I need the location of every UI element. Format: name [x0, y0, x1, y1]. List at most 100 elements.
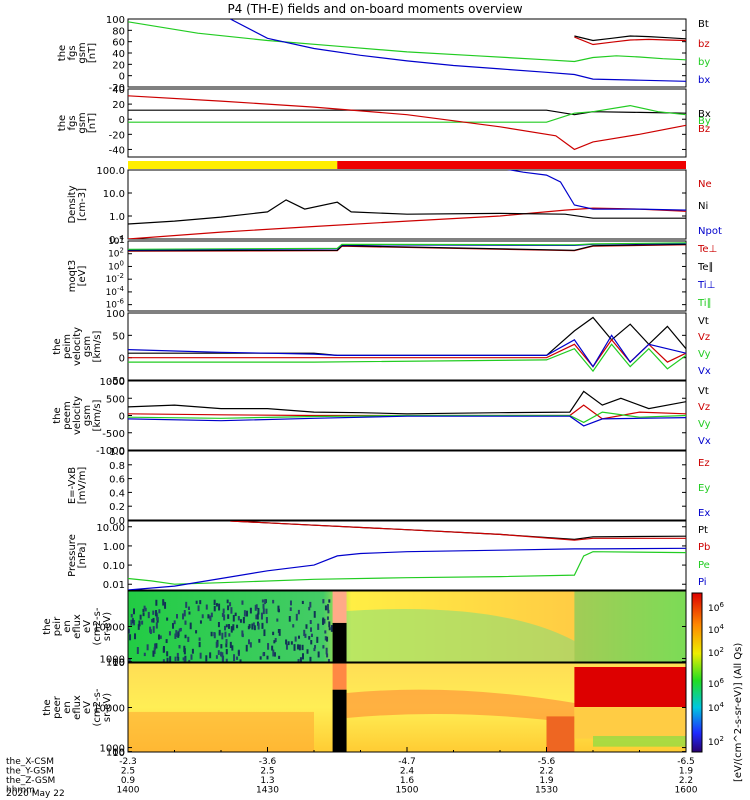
spectrogram-region: [574, 707, 686, 739]
spectrogram-pixel: [271, 645, 274, 651]
spectrogram-pixel: [260, 612, 263, 620]
spectrogram-pixel: [308, 636, 311, 640]
spectrogram-pixel: [162, 645, 165, 652]
y-tick-label: 0.0: [109, 516, 125, 527]
spectrogram-pixel: [253, 625, 256, 631]
panel-mode-bar: [128, 161, 686, 169]
ephemeris-value: 0.9: [121, 776, 136, 786]
spectrogram-pixel: [225, 639, 228, 645]
spectrogram-pixel: [176, 652, 179, 658]
y-tick-label: 0.4: [109, 488, 125, 499]
spectrogram-pixel: [172, 623, 175, 629]
series-vt-line: [128, 316, 686, 356]
mode-segment: [128, 161, 338, 169]
legend-ti: Ti⊥: [697, 280, 715, 291]
panel-frame: [127, 240, 687, 312]
spectrogram-pixel: [289, 600, 292, 606]
colorbar-tick-5: 104: [708, 701, 724, 714]
spectrogram-pixel: [322, 599, 325, 604]
spectrogram-pixel: [188, 611, 191, 615]
panel-peem-velocity: 1000 500 0 -500 -1000 thepeemvelocitygsm[km/s…: [52, 377, 711, 457]
spectrogram-pixel: [236, 656, 239, 660]
spectrogram-pixel: [325, 647, 328, 655]
y-tick-label: 500: [106, 394, 125, 405]
spectrogram-pixel: [205, 604, 208, 610]
spectrogram-pixel: [232, 615, 235, 622]
panel-efield: 1.0 0.8 0.6 0.4 0.2 0.0 E=-VxB[mV/m] Ez Ey Ex: [67, 447, 710, 527]
spectrogram-pixel: [205, 655, 208, 662]
panel-pressure: 10.00 1.00 0.10 0.01 Pressure[nPa] Pt Pb Pe Pi: [67, 520, 710, 591]
spectrogram-pixel: [185, 601, 188, 608]
spectrogram-pixel: [293, 644, 296, 651]
series-vt-line: [128, 390, 686, 415]
spectrogram-pixel: [220, 651, 223, 657]
spectrogram-pixel: [265, 617, 268, 624]
spectrogram-pixel: [229, 641, 232, 649]
y-tick-label: 0.01: [103, 580, 125, 591]
spectrogram-pixel: [285, 639, 288, 645]
spectrogram-pixel: [310, 627, 313, 632]
spectrogram-region: [593, 735, 686, 747]
spectrogram-pixel: [313, 647, 316, 652]
legend-bx: bx: [698, 75, 710, 86]
spectrogram-region: [574, 591, 686, 662]
legend-pe: Pe: [698, 560, 710, 571]
spectrogram-pixel: [252, 622, 255, 626]
spectrogram-pixel: [262, 652, 265, 657]
spectrogram-pixel: [267, 643, 270, 650]
spectrogram-pixel: [326, 616, 329, 620]
spectrogram-pixel: [261, 622, 264, 629]
y-tick-label: 10.0: [103, 189, 125, 200]
spectrogram-colorbar: 106 104 102 106 104 102 [eV/(cm^2-s-sr-e…: [691, 592, 744, 782]
spectrogram-pixel: [132, 619, 135, 624]
spectrogram-pixel: [218, 632, 221, 636]
spectrogram-pixel: [317, 651, 320, 658]
legend-ey: Ey: [698, 483, 710, 494]
spectrogram-pixel: [138, 620, 141, 625]
colorbar-tick-4: 106: [708, 677, 724, 690]
spectrogram-pixel: [139, 614, 142, 620]
spectrogram-pixel: [243, 610, 246, 617]
legend-bz: Bz: [698, 124, 710, 135]
series-pi-line: [128, 547, 686, 590]
spectrogram-pixel: [158, 609, 161, 614]
spectrogram-pixel: [182, 657, 185, 661]
legend-bz: bz: [698, 39, 710, 50]
spectrogram-pixel: [142, 608, 145, 613]
legend-vy: Vy: [698, 349, 711, 360]
y-tick-label: 1000: [100, 377, 125, 388]
spectrogram-pixel: [265, 608, 268, 614]
ephemeris-value: -5.6: [538, 757, 556, 767]
spectrogram-pixel: [294, 636, 297, 642]
spectrogram-pixel: [254, 605, 257, 609]
spectrogram-pixel: [134, 633, 137, 640]
ephemeris-value: 1.3: [260, 776, 274, 786]
spectrogram-pixel: [247, 625, 250, 630]
spectrogram-pixel: [152, 617, 155, 623]
spectrogram-pixel: [177, 656, 180, 661]
spectrogram-band: [346, 609, 575, 662]
series-ne-line: [128, 207, 686, 239]
legend-vx: Vx: [698, 366, 711, 377]
legend-pt: Pt: [698, 525, 708, 536]
spectrogram-pixel: [141, 620, 144, 625]
spectrogram-pixel: [173, 620, 176, 625]
panel-density: 100.0 10.0 1.0 0.1 Density[cm-3] Ne Ni Npot: [67, 166, 722, 246]
spectrogram-pixel: [327, 659, 330, 664]
spectrogram-pixel: [236, 624, 239, 629]
ephemeris-value: 1600: [675, 786, 698, 796]
spectrogram-pixel: [162, 599, 165, 606]
panels: 100806040200-20thefgsgsm[nT]Btbzbybx4020…: [42, 15, 722, 759]
series-pt-line: [230, 521, 686, 541]
series-ti-line: [128, 242, 686, 250]
spectrogram-pixel: [201, 614, 204, 619]
y-tick-label: 1000: [100, 744, 125, 755]
y-tick-label: -40: [109, 145, 125, 156]
legend-ti: Ti∥: [697, 298, 712, 309]
colorbar-tick-3: 102: [708, 646, 724, 659]
spectrogram-pixel: [195, 600, 198, 604]
ephemeris-label-1: the_Y-GSM: [6, 767, 54, 777]
ephemeris-value: 1500: [396, 786, 419, 796]
